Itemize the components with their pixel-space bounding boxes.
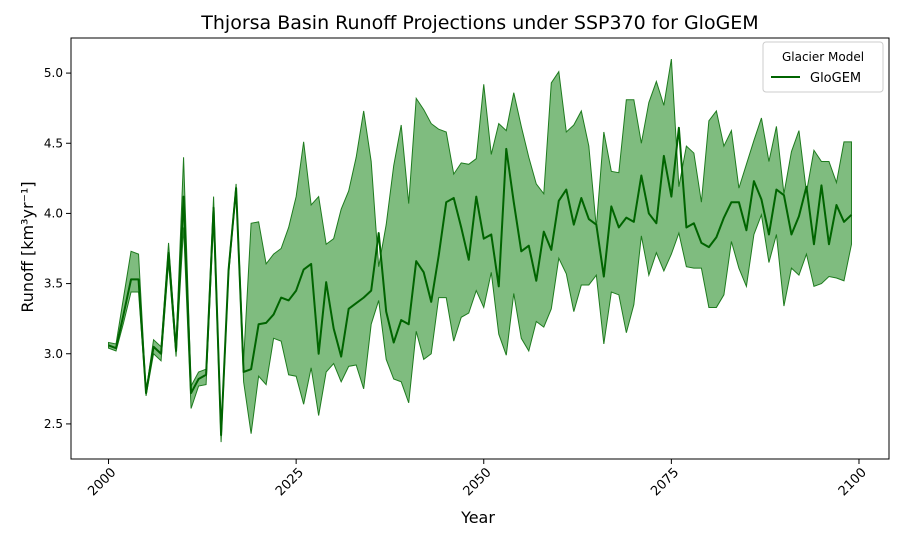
y-axis: 2.5 3.0 3.5 4.0 4.5 5.0	[44, 66, 71, 431]
y-tick-label: 4.5	[44, 136, 63, 150]
x-tick-label: 2075	[648, 465, 682, 499]
x-tick-label: 2000	[85, 465, 119, 499]
y-tick-label: 3.0	[44, 347, 63, 361]
y-tick-label: 5.0	[44, 66, 63, 80]
x-tick-label: 2050	[461, 465, 495, 499]
plot-area	[108, 58, 853, 443]
legend-label-glogem: GloGEM	[810, 71, 861, 86]
legend-box	[762, 41, 884, 93]
y-tick-label: 3.5	[44, 277, 63, 291]
runoff-range-band	[108, 58, 852, 443]
plot-frame	[70, 37, 890, 460]
x-tick-label: 2100	[836, 465, 870, 499]
y-tick-label: 4.0	[44, 206, 63, 220]
x-axis-label: Year	[460, 508, 495, 527]
x-axis: 2000 2025 2050 2075 2100	[85, 459, 870, 499]
y-tick-label: 2.5	[44, 417, 63, 431]
x-tick-label: 2025	[273, 465, 307, 499]
legend-title: Glacier Model	[782, 50, 864, 64]
chart-title: Thjorsa Basin Runoff Projections under S…	[200, 12, 758, 34]
legend: Glacier Model GloGEM	[762, 41, 884, 93]
y-axis-label: Runoff [km³yr⁻¹]	[18, 181, 37, 312]
glogem-mean-line	[108, 126, 853, 437]
